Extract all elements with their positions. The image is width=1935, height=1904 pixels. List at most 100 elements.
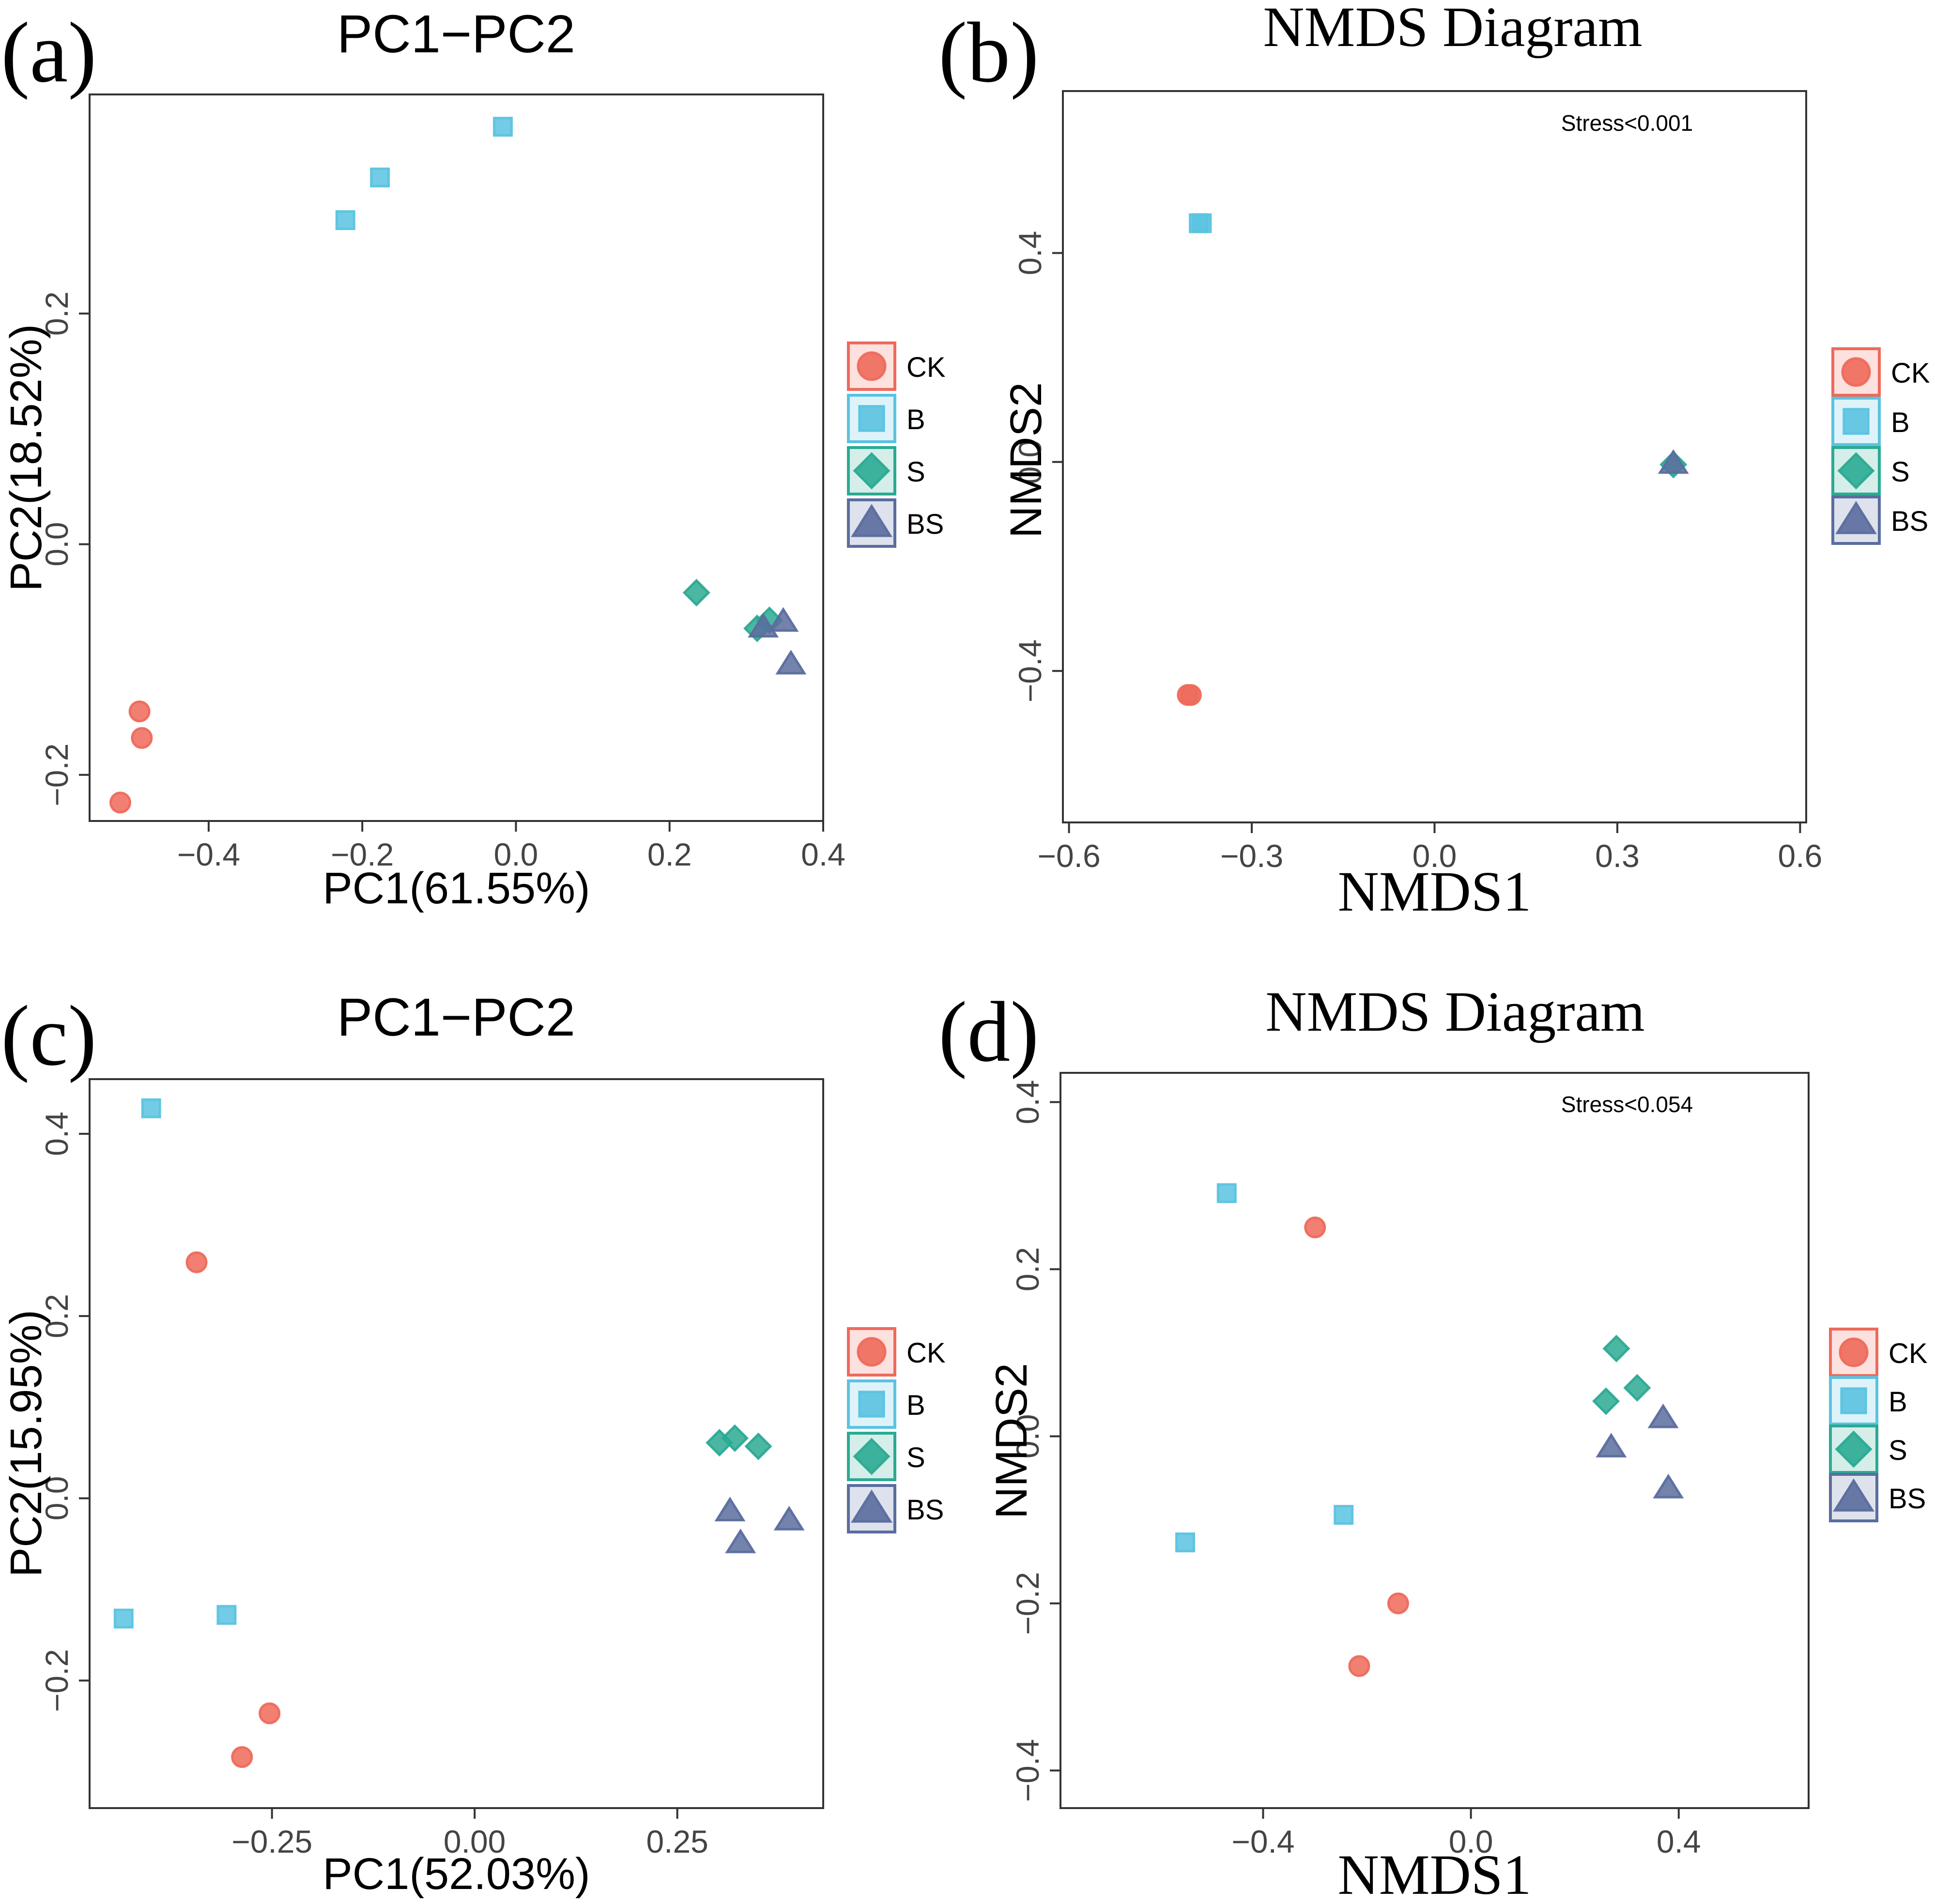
x-axis-label: PC1(52.03%): [322, 1849, 590, 1899]
chart-panel-3: (c) PC1−PC2 −0.25 0.00 0.25 −0.2 0.0 0.2 0.4 PC1(…: [1, 988, 946, 1899]
data-point-bs: [1658, 449, 1689, 474]
legend-marker-b: [1840, 1387, 1867, 1414]
stress-annotation: Stress<0.054: [1561, 1092, 1693, 1117]
legend-marker-bs: [850, 504, 893, 537]
data-point-b: [1334, 1505, 1354, 1525]
legend-label: B: [1889, 1386, 1907, 1418]
data-point-b: [141, 1098, 161, 1118]
legend-label: CK: [1889, 1338, 1928, 1369]
legend-label: CK: [1891, 357, 1930, 389]
panel-label: (d): [938, 984, 1039, 1080]
legend-marker-bs: [850, 1489, 893, 1523]
legend-marker-ck: [857, 351, 887, 381]
legend-marker-b: [858, 405, 885, 432]
x-tick-label: 0.2: [647, 836, 692, 872]
legend-marker-ck: [857, 1337, 887, 1367]
data-point-ck: [128, 700, 151, 723]
y-tick-label: −0.2: [1010, 1572, 1045, 1635]
x-axis-label: PC1(61.55%): [322, 864, 590, 913]
panel-label: (c): [1, 988, 97, 1084]
data-point-b: [113, 1609, 134, 1629]
legend-marker-bs: [1835, 501, 1877, 534]
chart-panel-4: (d) NMDS Diagram −0.4 0.0 0.4 −0.4 −0.2 0.0 0.2 0…: [938, 980, 1928, 1904]
y-tick-label: 0.4: [1010, 1080, 1045, 1125]
plot-frame: [1060, 1072, 1810, 1809]
x-tick-label: 0.6: [1778, 838, 1823, 874]
y-tick-label: −0.4: [1010, 1739, 1045, 1802]
legend-marker-b: [858, 1391, 885, 1418]
y-tick-label: 0.2: [39, 292, 75, 336]
data-point-s: [721, 1424, 749, 1452]
chart-title: NMDS Diagram: [1263, 0, 1642, 59]
stress-annotation: Stress<0.001: [1561, 110, 1693, 136]
legend-label: B: [1891, 407, 1910, 438]
legend-label: B: [906, 404, 925, 435]
data-point-ck: [259, 1702, 281, 1724]
chart-title: PC1−PC2: [337, 988, 575, 1047]
data-point-s: [1623, 1374, 1651, 1402]
data-point-b: [216, 1605, 237, 1625]
data-point-bs: [748, 613, 779, 638]
x-tick-label: −0.4: [177, 836, 240, 872]
legend-marker-s: [1835, 1430, 1873, 1468]
legend-label: BS: [906, 1494, 944, 1526]
y-axis-label: NMDS2: [987, 1363, 1036, 1519]
y-tick-label: 0.0: [1010, 1414, 1045, 1459]
chart-title: PC1−PC2: [337, 4, 575, 64]
data-point-ck: [131, 727, 153, 749]
panel-label: (a): [1, 4, 97, 100]
panel-label: (b): [938, 4, 1039, 100]
x-tick-label: 0.3: [1595, 838, 1640, 874]
y-axis-label: PC2(15.95%): [1, 1310, 51, 1577]
legend-marker-ck: [1841, 357, 1871, 387]
legend-label: S: [1891, 456, 1910, 488]
legend-label: CK: [906, 352, 946, 383]
legend-label: BS: [906, 509, 944, 540]
data-point-s: [744, 1432, 772, 1460]
data-point-bs: [775, 650, 807, 675]
chart-panel-2: (b) NMDS Diagram −0.6 −0.3 0.0 0.3 0.6 −0.4 0.0 0…: [938, 0, 1930, 923]
legend: CK BS BS: [847, 341, 946, 548]
legend-label: BS: [1889, 1483, 1926, 1515]
x-tick-label: −0.2: [331, 836, 394, 872]
legend: CK BS BS: [1829, 1328, 1928, 1522]
legend-marker-b: [1843, 408, 1870, 435]
y-tick-label: 0.0: [39, 522, 75, 567]
y-tick-label: 0.0: [1012, 440, 1048, 484]
data-point-ck: [1304, 1216, 1326, 1238]
data-point-b: [1216, 1183, 1237, 1203]
plot-frame: [89, 1078, 824, 1809]
legend-label: BS: [1891, 506, 1928, 537]
y-tick-label: 0.2: [39, 1294, 75, 1338]
y-tick-label: 0.4: [1012, 231, 1048, 275]
data-point-s: [1592, 1387, 1620, 1415]
data-point-b: [1175, 1532, 1195, 1552]
data-point-bs: [1596, 1433, 1627, 1458]
data-point-b: [335, 210, 355, 231]
chart-title: NMDS Diagram: [1265, 980, 1644, 1043]
plot-frame: [1062, 90, 1807, 823]
legend: CK BS BS: [1831, 347, 1930, 545]
legend-label: S: [906, 456, 925, 488]
data-point-bs: [773, 1505, 805, 1531]
data-point-s: [682, 579, 710, 607]
y-axis-label: NMDS2: [1001, 382, 1051, 538]
x-axis-label: NMDS1: [1338, 1843, 1532, 1904]
legend-label: CK: [906, 1337, 946, 1369]
data-point-b: [370, 167, 390, 187]
legend-marker-bs: [1832, 1478, 1875, 1512]
x-tick-label: 0.00: [444, 1824, 506, 1859]
y-tick-label: 0.4: [39, 1112, 75, 1156]
x-axis-label: NMDS1: [1338, 860, 1532, 923]
legend-marker-s: [853, 1438, 891, 1475]
legend-marker-s: [1837, 452, 1875, 490]
x-tick-label: 0.0: [1413, 838, 1457, 874]
x-tick-label: −0.3: [1220, 838, 1283, 874]
x-tick-label: 0.4: [1657, 1824, 1701, 1859]
legend-key-box: [847, 394, 896, 443]
x-tick-label: −0.25: [231, 1824, 312, 1859]
legend-label: S: [906, 1442, 925, 1473]
data-point-ck: [1387, 1592, 1409, 1614]
data-point-b: [1192, 213, 1212, 233]
